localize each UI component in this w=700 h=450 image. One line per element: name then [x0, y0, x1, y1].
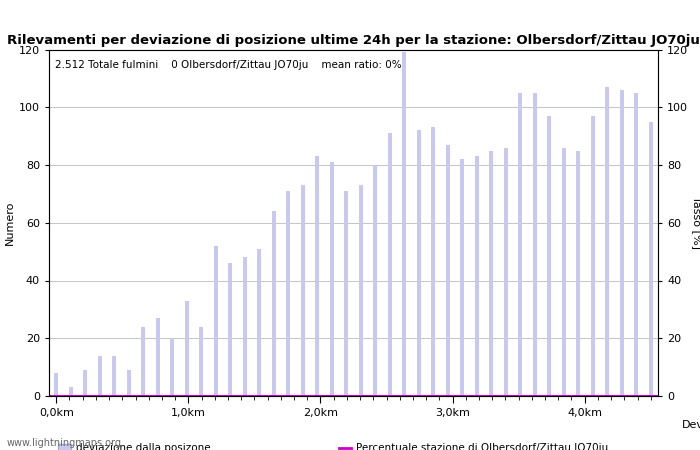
Bar	[634, 93, 638, 396]
Bar	[461, 159, 464, 396]
Bar	[228, 263, 232, 396]
Bar	[55, 373, 58, 396]
Bar	[446, 145, 449, 396]
Bar	[330, 162, 334, 396]
Title: Rilevamenti per deviazione di posizione ultime 24h per la stazione: Olbersdorf/Z: Rilevamenti per deviazione di posizione …	[7, 34, 700, 47]
Legend: deviazione dalla posizone, deviazione stazione di Olbersdorf/Zittau JO70ju, Perc: deviazione dalla posizone, deviazione st…	[54, 439, 612, 450]
Bar	[533, 93, 537, 396]
Bar	[591, 116, 594, 396]
Bar	[185, 301, 188, 396]
Bar	[519, 93, 522, 396]
Bar	[547, 116, 551, 396]
Bar	[475, 156, 479, 396]
Bar	[431, 127, 435, 396]
Bar	[301, 185, 304, 396]
Bar	[141, 327, 145, 396]
Bar	[214, 246, 218, 396]
Bar	[113, 356, 116, 396]
Bar	[243, 257, 246, 396]
Bar	[417, 130, 421, 396]
Bar	[489, 151, 493, 396]
Bar	[576, 151, 580, 396]
Bar	[258, 249, 261, 396]
Bar	[402, 52, 406, 396]
Text: Deviazioni: Deviazioni	[682, 420, 700, 430]
Bar	[69, 387, 73, 396]
Bar	[286, 191, 290, 396]
Bar	[504, 148, 508, 396]
Bar	[156, 318, 160, 396]
Bar	[98, 356, 102, 396]
Bar	[620, 90, 624, 396]
Bar	[344, 191, 348, 396]
Bar	[199, 327, 203, 396]
Bar	[373, 165, 377, 396]
Bar	[127, 370, 131, 396]
Bar	[562, 148, 566, 396]
Y-axis label: Tasso [%]: Tasso [%]	[692, 196, 700, 249]
Bar	[649, 122, 652, 396]
Bar	[606, 87, 609, 396]
Bar	[359, 185, 363, 396]
Bar	[83, 370, 87, 396]
Bar	[388, 133, 391, 396]
Bar	[272, 211, 276, 396]
Bar	[170, 338, 174, 396]
Y-axis label: Numero: Numero	[5, 201, 15, 245]
Text: www.lightningmaps.org: www.lightningmaps.org	[7, 438, 122, 448]
Text: 2.512 Totale fulmini    0 Olbersdorf/Zittau JO70ju    mean ratio: 0%: 2.512 Totale fulmini 0 Olbersdorf/Zittau…	[55, 60, 402, 70]
Bar	[316, 156, 319, 396]
